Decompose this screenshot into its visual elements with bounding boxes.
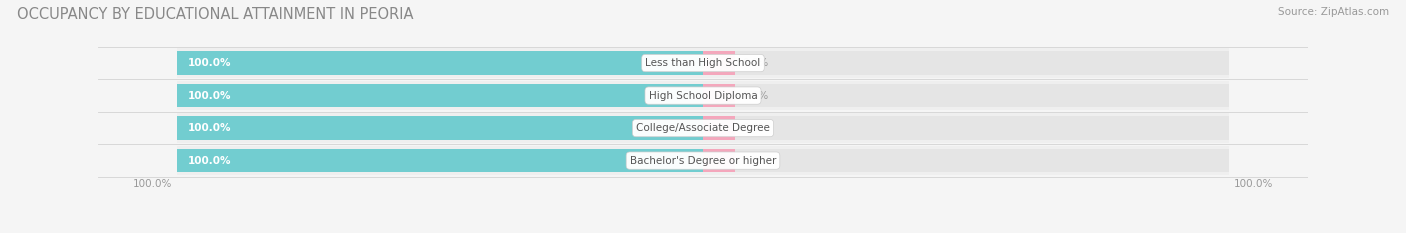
Text: College/Associate Degree: College/Associate Degree xyxy=(636,123,770,133)
Text: 100.0%: 100.0% xyxy=(188,91,232,101)
Bar xyxy=(177,149,1229,172)
Bar xyxy=(703,51,734,75)
Legend: Owner-occupied, Renter-occupied: Owner-occupied, Renter-occupied xyxy=(581,230,825,233)
Bar xyxy=(177,51,1229,75)
Bar xyxy=(177,116,1229,140)
Bar xyxy=(703,84,734,107)
Text: 100.0%: 100.0% xyxy=(1234,179,1274,189)
Text: 0.0%: 0.0% xyxy=(742,58,769,68)
Text: 100.0%: 100.0% xyxy=(132,179,172,189)
Text: 0.0%: 0.0% xyxy=(742,91,769,101)
Bar xyxy=(703,149,734,172)
Text: 0.0%: 0.0% xyxy=(742,123,769,133)
Bar xyxy=(177,84,703,107)
Text: High School Diploma: High School Diploma xyxy=(648,91,758,101)
Text: 100.0%: 100.0% xyxy=(188,123,232,133)
Bar xyxy=(703,116,734,140)
Bar xyxy=(177,81,1229,110)
Bar xyxy=(177,146,1229,175)
Text: Source: ZipAtlas.com: Source: ZipAtlas.com xyxy=(1278,7,1389,17)
Text: 100.0%: 100.0% xyxy=(188,156,232,166)
Bar xyxy=(177,149,703,172)
Bar xyxy=(177,48,1229,78)
Text: Less than High School: Less than High School xyxy=(645,58,761,68)
Bar xyxy=(177,84,1229,107)
Bar xyxy=(177,113,1229,143)
Text: 0.0%: 0.0% xyxy=(742,156,769,166)
Text: OCCUPANCY BY EDUCATIONAL ATTAINMENT IN PEORIA: OCCUPANCY BY EDUCATIONAL ATTAINMENT IN P… xyxy=(17,7,413,22)
Text: 100.0%: 100.0% xyxy=(188,58,232,68)
Text: Bachelor's Degree or higher: Bachelor's Degree or higher xyxy=(630,156,776,166)
Bar xyxy=(177,116,703,140)
Bar xyxy=(177,51,703,75)
